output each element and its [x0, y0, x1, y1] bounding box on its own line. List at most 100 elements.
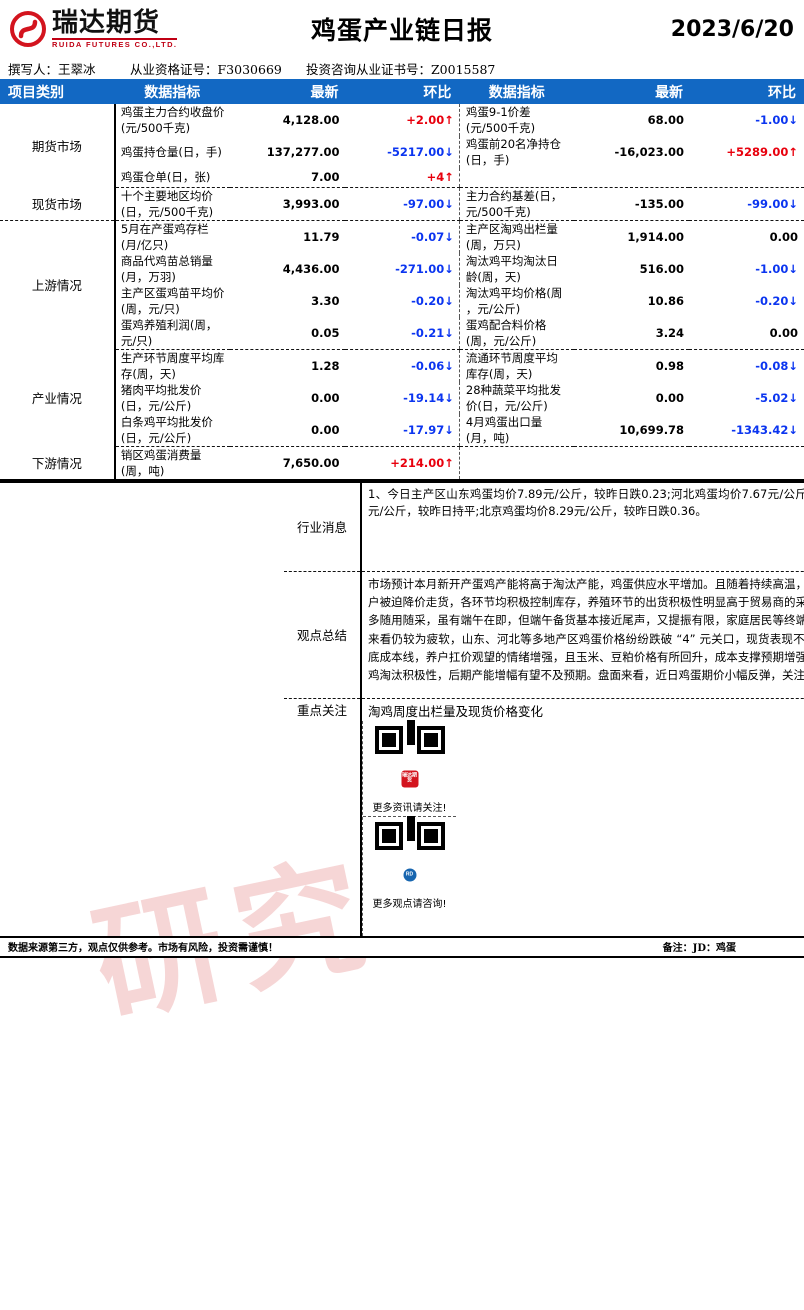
row-indicator-left: 十个主要地区均价(日，元/500千克)	[114, 187, 230, 221]
byline-consulting: 投资咨询从业证书号：Z0015587	[306, 62, 496, 77]
footer-disclaimer: 数据来源第三方，观点仅供参考。市场有风险，投资需谨慎！	[8, 943, 278, 954]
row-value-left: 4,128.00	[282, 113, 340, 127]
table-row: 白条鸡平均批发价(日，元/公斤) 0.00 -17.97↓ 4月鸡蛋出口量(月，吨) 1…	[0, 413, 804, 447]
table-row: 猪肉平均批发价(日，元/公斤) 0.00 -19.14↓ 28种蔬菜平均批发价(日，元…	[0, 381, 804, 414]
qr-block-consult[interactable]: RD 更多观点请咨询!	[373, 815, 447, 910]
row-indicator-left: 鸡蛋主力合约收盘价(元/500千克)	[120, 105, 225, 135]
industry-news-text: 1、今日主产区山东鸡蛋均价7.89元/公斤，较昨日跌0.23;河北鸡蛋均价7.6…	[368, 486, 804, 519]
row-indicator-left: 销区鸡蛋消费量(周，吨)	[114, 446, 230, 481]
row-change-right	[689, 168, 804, 188]
key-focus-text: 淘鸡周度出栏量及现货价格变化	[362, 697, 804, 721]
row-indicator-right: 蛋鸡配合料价格(周，元/公斤)	[458, 316, 575, 350]
col-category: 项目类别	[0, 79, 115, 104]
row-value-right: -135.00	[574, 187, 690, 221]
row-change-right: -99.00↓	[689, 187, 804, 221]
row-value-left: 3,993.00	[229, 187, 345, 221]
row-indicator-left: 蛋鸡养殖利润(周，元/只)	[114, 316, 230, 350]
label-key-focus: 重点关注	[284, 697, 361, 721]
table-row: 鸡蛋持仓量(日，手) 137,277.00 -5217.00↓ 鸡蛋前20名净持仓(日…	[0, 136, 804, 168]
row-change-right	[689, 446, 804, 481]
row-change-right: -1.00↓	[755, 261, 798, 276]
table-row: 商品代鸡苗总销量(月，万羽) 4,436.00 -271.00↓ 淘汰鸡平均淘汰日龄(…	[0, 252, 804, 285]
row-value-left: 0.05	[229, 316, 345, 350]
col-indicator-right: 数据指标	[459, 79, 575, 104]
table-row: 蛋鸡养殖利润(周，元/只) 0.05 -0.21↓ 蛋鸡配合料价格(周，元/公斤) 3.…	[0, 316, 804, 350]
col-latest-right: 最新	[574, 79, 690, 104]
row-value-left: 0.00	[229, 413, 345, 447]
row-category: 上游情况	[0, 220, 116, 349]
row-category: 下游情况	[0, 446, 116, 481]
qr-caption-news: 更多资讯请关注!	[372, 802, 447, 814]
row-value-left: 7,650.00	[229, 446, 345, 481]
row-value-left: 7.00	[229, 168, 345, 188]
qr-block-news[interactable]: 瑞达期货 更多资讯请关注!	[372, 719, 447, 814]
row-change-right: -0.08↓	[755, 358, 798, 373]
row-value-left: 137,277.00	[266, 145, 340, 159]
row-change-left: -271.00↓	[395, 261, 454, 276]
row-value-right: 3.24	[574, 316, 690, 350]
ruida-logo-icon	[10, 11, 46, 47]
footer-note: 备注：JD：鸡蛋	[662, 943, 736, 954]
byline-qualification: 从业资格证号：F3030669	[130, 62, 282, 77]
lower-panel-body: 1、今日主产区山东鸡蛋均价7.89元/公斤，较昨日跌0.23;河北鸡蛋均价7.6…	[362, 483, 804, 936]
label-view-summary: 观点总结	[284, 570, 361, 698]
col-latest-left: 最新	[229, 79, 345, 104]
row-indicator-left: 生产环节周度平均库存(周，天)	[120, 350, 225, 381]
row-change-right: 0.00	[689, 316, 804, 350]
row-change-left: -97.00↓	[344, 187, 460, 221]
qr-code-consult-icon[interactable]: RD	[373, 815, 446, 893]
row-change-left: +214.00↑	[344, 446, 460, 481]
row-value-right: 10,699.78	[574, 413, 690, 447]
table-row: 上游情况 5月在产蛋鸡存栏(月/亿只) 11.79 -0.07↓ 主产区淘鸡出栏量(周，…	[0, 220, 804, 349]
brand-name-cn: 瑞达期货	[52, 7, 161, 38]
qr-finder-bottom-left	[406, 719, 415, 745]
row-change-left: -0.21↓	[344, 316, 460, 350]
brand-name-en: RUIDA FUTURES CO.,LTD.	[52, 37, 178, 49]
col-change-right: 环比	[689, 79, 804, 104]
row-category: 现货市场	[0, 187, 116, 221]
page-footer: 数据来源第三方，观点仅供参考。市场有风险，投资需谨慎！ 备注：JD：鸡蛋	[0, 935, 804, 958]
row-value-right: 0.00	[655, 390, 685, 405]
row-value-left: 0.00	[311, 390, 340, 405]
table-row: 鸡蛋仓单(日，张) 7.00 +4↑	[0, 168, 804, 188]
table-row: 期货市场 鸡蛋主力合约收盘价(元/500千克) 4,128.00 +2.00↑ 鸡蛋9-…	[0, 104, 804, 187]
row-indicator-right	[458, 446, 575, 481]
row-value-left: 3.30	[311, 293, 340, 308]
row-indicator-right: 淘汰鸡平均价格(周 ，元/公斤)	[458, 284, 575, 317]
qr-center-logo-consult: RD	[401, 866, 418, 883]
row-indicator-left: 商品代鸡苗总销量(月，万羽)	[120, 253, 213, 284]
table-row: 产业情况 生产环节周度平均库存(周，天) 1.28 -0.06↓ 流通环节周度平均库存(…	[0, 349, 804, 446]
table-row: 下游情况 销区鸡蛋消费量(周，吨) 7,650.00 +214.00↑	[0, 446, 804, 481]
qr-panel: 瑞达期货 更多资讯请关注! RD 更多观点请咨询!	[362, 719, 457, 936]
row-indicator-left: 鸡蛋仓单(日，张)	[114, 168, 230, 188]
row-indicator-right: 主产区淘鸡出栏量(周，万只)	[458, 220, 575, 253]
qr-code-news-icon[interactable]: 瑞达期货	[373, 719, 446, 797]
row-change-left: -0.06↓	[411, 358, 454, 373]
row-value-right: 0.98	[655, 358, 685, 373]
lower-panel-labels: 行业消息 观点总结 重点关注	[284, 482, 363, 936]
row-change-left: -0.07↓	[411, 229, 454, 244]
row-indicator-right: 鸡蛋前20名净持仓(日，手)	[458, 136, 575, 168]
label-industry-news: 行业消息	[297, 520, 348, 535]
row-value-left: 4,436.00	[282, 261, 340, 276]
row-change-left: +4↑	[344, 168, 460, 188]
row-indicator-left: 白条鸡平均批发价(日，元/公斤)	[114, 413, 230, 447]
row-value-left: 11.79	[303, 229, 340, 244]
table-row: 主产区蛋鸡苗平均价(周，元/只) 3.30 -0.20↓ 淘汰鸡平均价格(周 ，元/公…	[0, 284, 804, 317]
byline-author: 撰写人：王翠冰	[8, 62, 96, 77]
row-value-right: 68.00	[647, 113, 685, 127]
row-value-right: 10.86	[647, 293, 685, 308]
row-value-left: 1.28	[311, 358, 340, 373]
row-value-right	[574, 168, 690, 188]
table-header-row: 项目类别 数据指标 最新 环比 数据指标 最新 环比	[0, 79, 804, 104]
row-change-left: -17.97↓	[344, 413, 460, 447]
row-indicator-right: 28种蔬菜平均批发价(日，元/公斤)	[458, 381, 575, 414]
row-indicator-right	[458, 168, 575, 188]
brand-logo: 瑞达期货 RUIDA FUTURES CO.,LTD.	[10, 10, 250, 49]
row-indicator-left: 主产区蛋鸡苗平均价(周，元/只)	[120, 285, 225, 316]
col-indicator-left: 数据指标	[114, 79, 230, 104]
row-change-right: -1343.42↓	[689, 413, 804, 447]
row-indicator-left: 鸡蛋持仓量(日，手)	[120, 145, 222, 159]
row-change-left: -0.20↓	[411, 293, 454, 308]
row-change-right: 0.00	[769, 229, 798, 244]
